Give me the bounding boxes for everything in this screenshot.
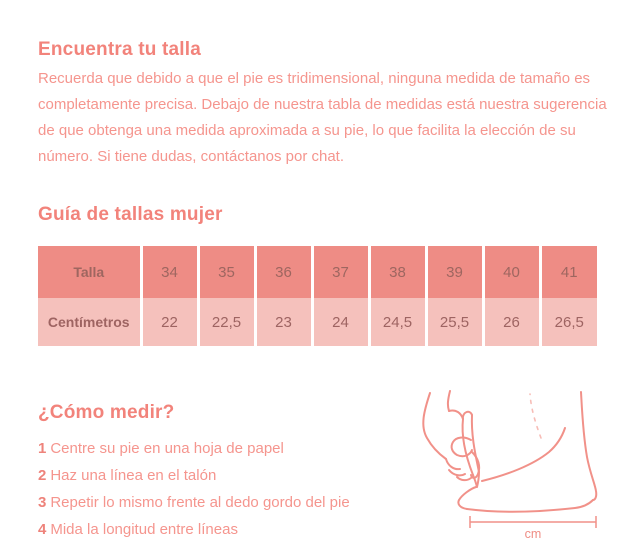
how-to-measure-steps: 1 Centre su pie en una hoja de papel 2 Haz… xyxy=(38,435,350,543)
cm-cell: 24 xyxy=(310,298,369,346)
cm-cell: 25,5 xyxy=(424,298,483,346)
cm-label: cm xyxy=(524,527,542,541)
measure-step-1: 1 Centre su pie en una hoja de papel xyxy=(38,435,350,462)
step-number: 3 xyxy=(38,494,47,511)
size-table-row-sizes: Talla 34 35 36 37 38 39 40 41 xyxy=(38,246,597,298)
foot-measure-illustration xyxy=(422,390,598,528)
measure-step-2: 2 Haz una línea en el talón xyxy=(38,462,350,489)
size-cell: 38 xyxy=(367,246,426,298)
cm-cell: 26 xyxy=(481,298,540,346)
cm-cell: 22,5 xyxy=(196,298,255,346)
size-cell: 34 xyxy=(139,246,198,298)
step-text: Repetir lo mismo frente al dedo gordo de… xyxy=(50,494,350,511)
cm-cell: 26,5 xyxy=(538,298,597,346)
size-table-row-centimeters: Centímetros 22 22,5 23 24 24,5 25,5 26 2… xyxy=(38,298,597,346)
size-cell: 35 xyxy=(196,246,255,298)
size-table-label-talla: Talla xyxy=(38,246,141,298)
hand-with-pencil-icon xyxy=(422,390,481,488)
size-guide-title: Guía de tallas mujer xyxy=(38,204,223,225)
how-to-measure-title: ¿Cómo medir? xyxy=(38,402,175,423)
intro-paragraph: Recuerda que debido a que el pie es trid… xyxy=(38,70,607,165)
cm-cell: 22 xyxy=(139,298,198,346)
step-text: Haz una línea en el talón xyxy=(50,467,217,484)
size-cell: 39 xyxy=(424,246,483,298)
size-table-label-centimetros: Centímetros xyxy=(38,298,141,346)
step-number: 4 xyxy=(38,521,47,538)
measure-step-3: 3 Repetir lo mismo frente al dedo gordo d… xyxy=(38,489,350,516)
step-number: 1 xyxy=(38,440,47,457)
shin-dashed-line xyxy=(529,393,542,439)
step-text: Centre su pie en una hoja de papel xyxy=(50,440,284,457)
step-number: 2 xyxy=(38,467,47,484)
page-title: Encuentra tu talla xyxy=(38,39,202,60)
size-cell: 41 xyxy=(538,246,597,298)
measurement-line xyxy=(469,516,597,528)
foot-outline-icon xyxy=(457,391,598,513)
size-cell: 37 xyxy=(310,246,369,298)
cm-cell: 24,5 xyxy=(367,298,426,346)
size-cell: 36 xyxy=(253,246,312,298)
cm-cell: 23 xyxy=(253,298,312,346)
size-cell: 40 xyxy=(481,246,540,298)
step-text: Mida la longitud entre líneas xyxy=(50,521,238,538)
size-table: Talla 34 35 36 37 38 39 40 41 Centímetro… xyxy=(38,246,597,346)
measure-step-4: 4 Mida la longitud entre líneas xyxy=(38,516,350,543)
